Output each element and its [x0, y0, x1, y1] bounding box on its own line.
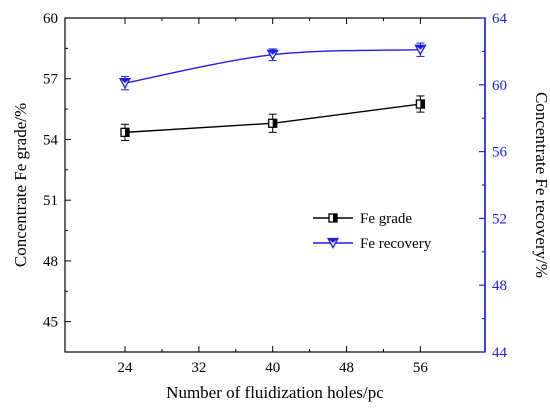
x-tick-label: 24 [118, 360, 134, 376]
plot-frame [64, 17, 486, 353]
data-point-fill [415, 45, 426, 50]
x-tick-label: 40 [265, 360, 280, 376]
y-left-tick-label: 48 [43, 254, 58, 270]
y-left-tick-label: 57 [43, 72, 59, 88]
y-right-tick-label: 56 [492, 145, 508, 161]
data-point-fill [328, 238, 338, 243]
x-tick-label: 56 [413, 360, 429, 376]
legend-label: Fe recovery [360, 236, 432, 252]
data-point-fill [120, 78, 130, 84]
y-left-tick-label: 60 [43, 11, 58, 27]
data-point-fill [125, 128, 129, 137]
y-left-axis-title: Concentrate Fe grade/% [11, 103, 30, 267]
axes-layer: 24 32 40 48 56 45 48 51 54 57 60 44 48 52 56 60 64 Number… [11, 11, 550, 402]
y-left-tick-label: 54 [43, 132, 59, 148]
data-point-fill [333, 214, 337, 222]
legend: Fe grade Fe recovery [313, 211, 432, 252]
y-left-tick-label: 51 [43, 193, 58, 209]
y-right-tick-label: 60 [492, 78, 507, 94]
legend-label: Fe grade [360, 211, 412, 227]
y-right-axis-title: Concentrate Fe recovery/% [532, 92, 550, 278]
y-right-tick-label: 44 [492, 345, 508, 361]
y-left-tick-label: 45 [43, 315, 58, 331]
series-layer [118, 42, 427, 141]
x-tick-label: 32 [191, 360, 206, 376]
x-tick-label: 48 [339, 360, 354, 376]
y-right-tick-label: 64 [492, 11, 508, 27]
x-axis-title: Number of fluidization holes/pc [166, 383, 384, 402]
data-point-fill [272, 119, 277, 128]
y-right-tick-label: 48 [492, 278, 507, 294]
data-point-fill [267, 50, 278, 55]
y-right-tick-label: 52 [492, 211, 507, 227]
data-point-fill [420, 100, 425, 109]
